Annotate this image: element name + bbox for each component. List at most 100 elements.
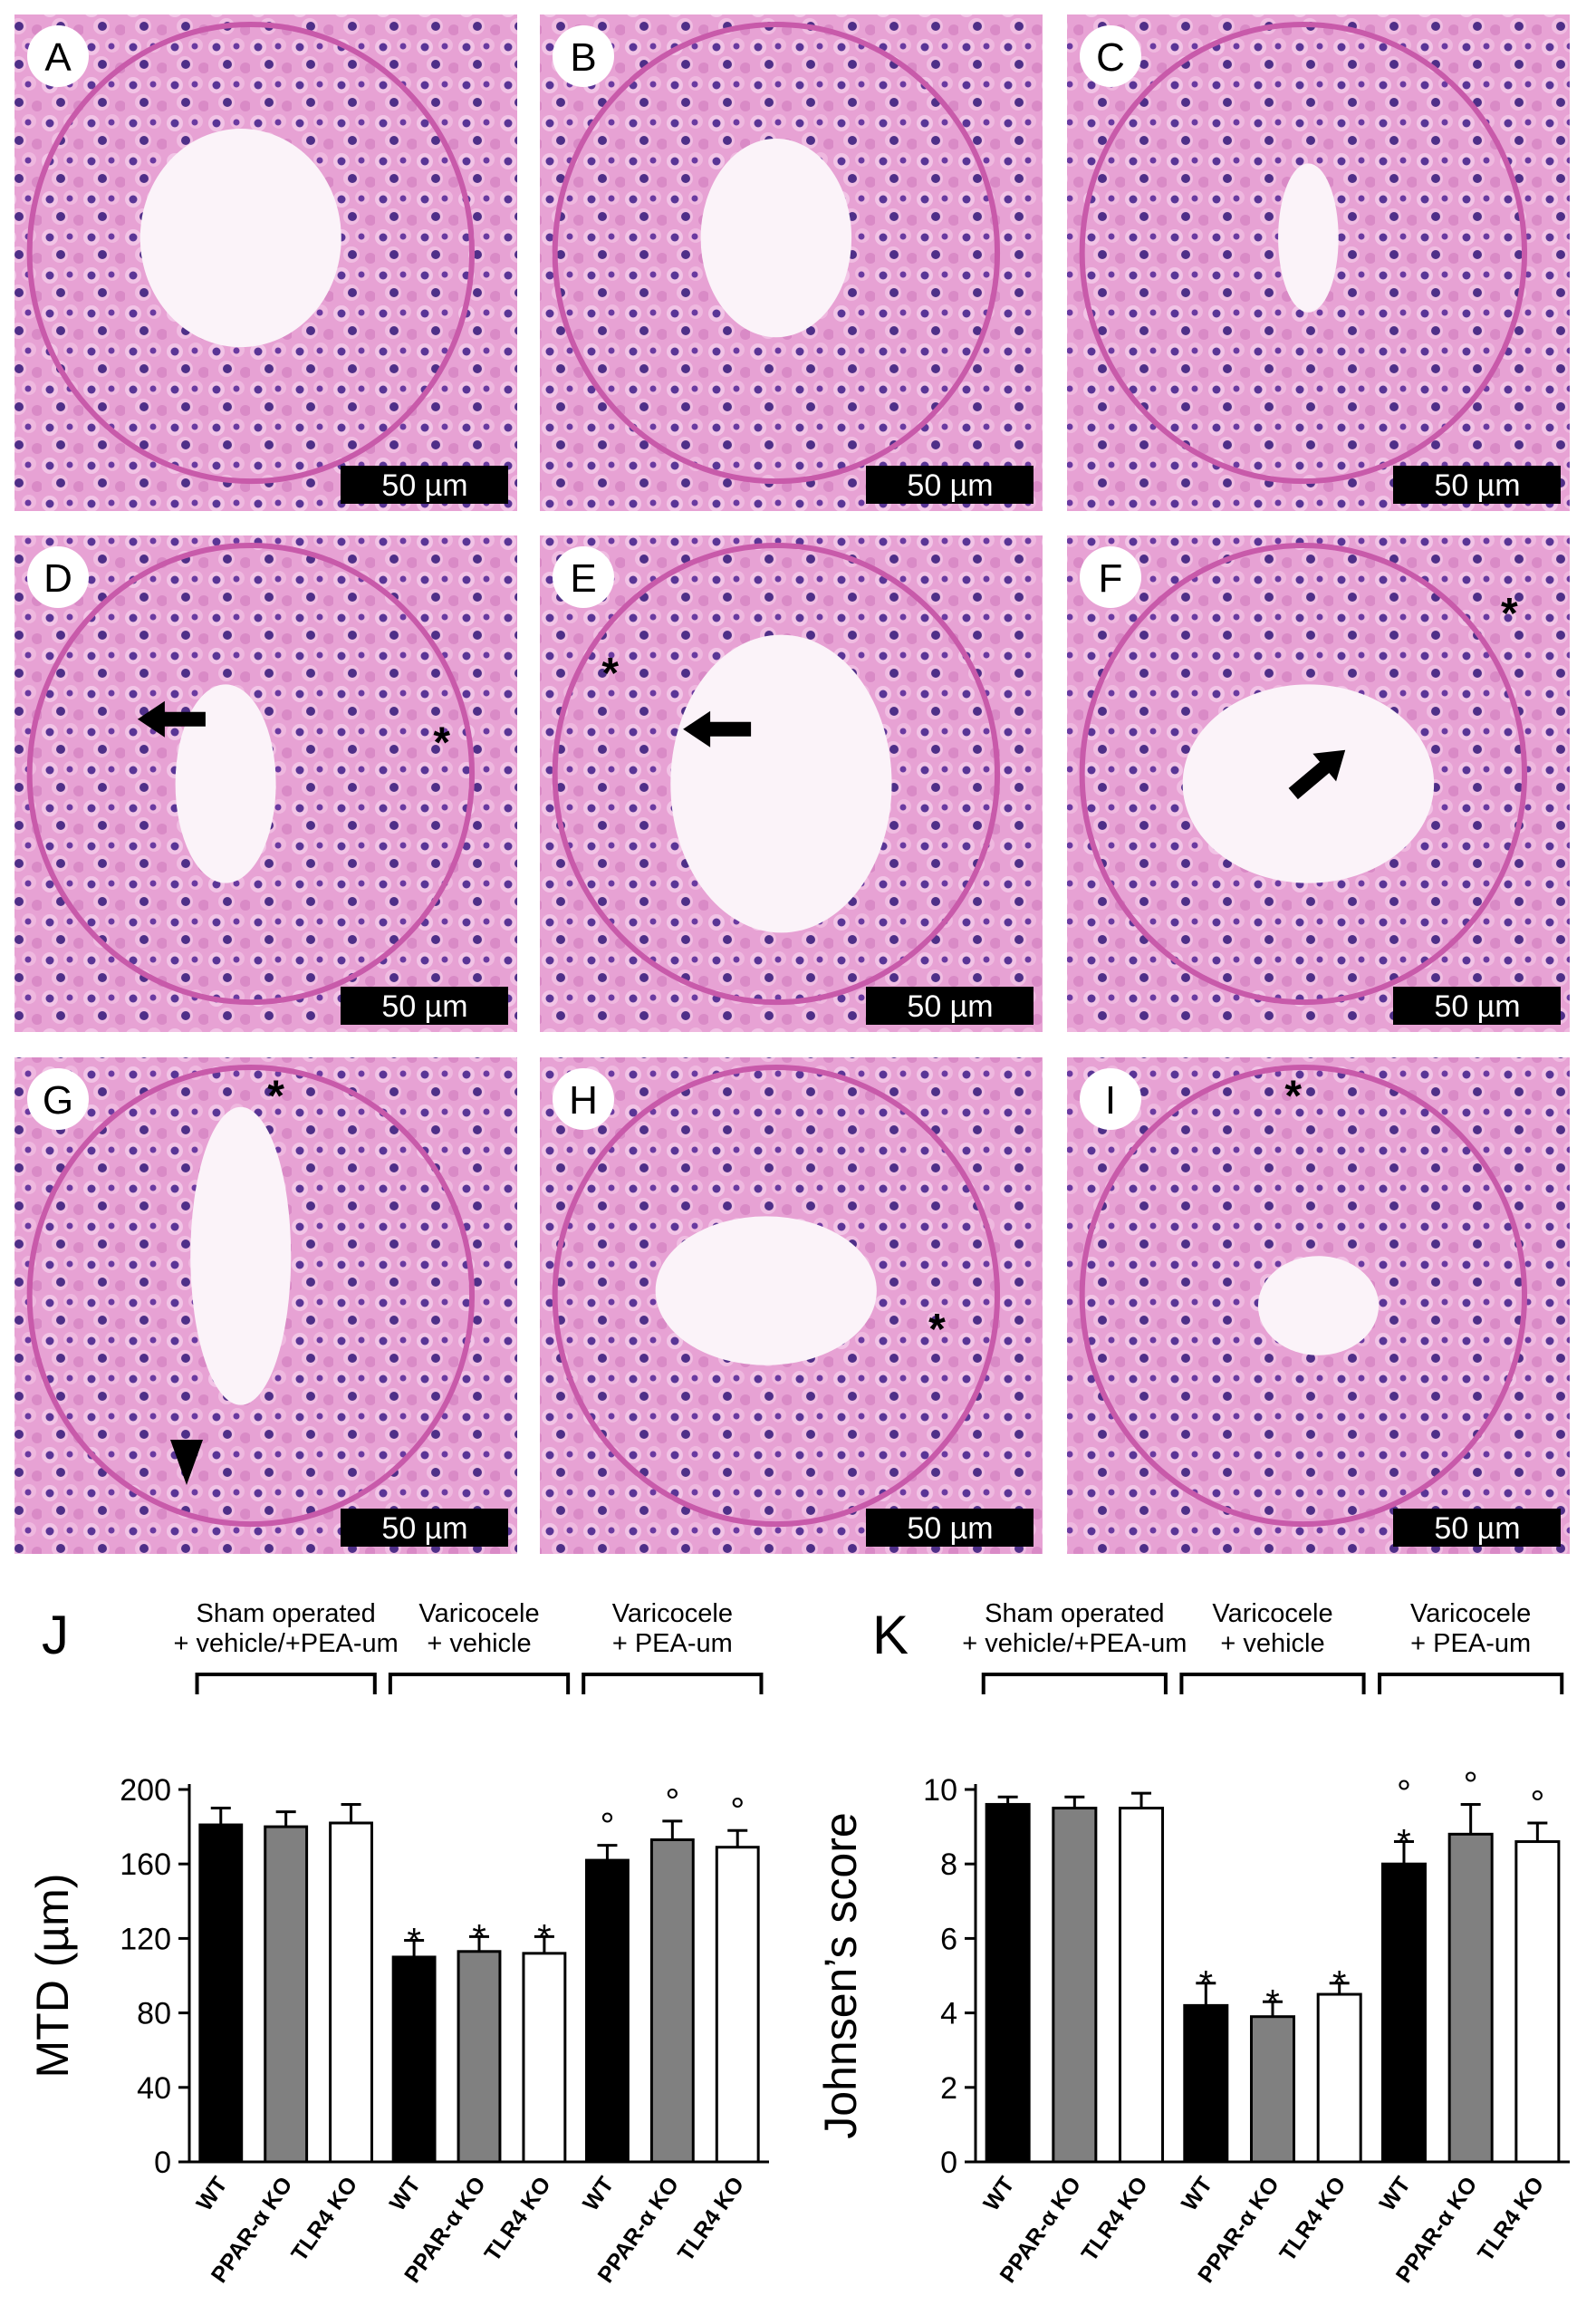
micrograph-panel: A 50 µm bbox=[14, 14, 517, 511]
bar bbox=[457, 1950, 502, 2164]
panel-letter: D bbox=[43, 556, 72, 601]
y-tick-label: 40 bbox=[137, 2071, 171, 2106]
tubule-outline bbox=[1079, 21, 1528, 485]
tubule-lumen bbox=[139, 129, 341, 348]
y-tick-label: 0 bbox=[154, 2146, 171, 2180]
error-bar bbox=[1329, 1982, 1350, 1995]
x-tick-label: TLR4 KO bbox=[1077, 2172, 1153, 2266]
tubule-lumen bbox=[670, 634, 892, 933]
bar bbox=[522, 1952, 567, 2164]
scale-bar-label: 50 µm bbox=[1434, 989, 1520, 1024]
bar bbox=[985, 1802, 1031, 2164]
group-label: + PEA-um bbox=[1410, 1629, 1531, 1658]
bar bbox=[1447, 1832, 1494, 2164]
panel-letter: A bbox=[44, 35, 72, 80]
arrow bbox=[137, 700, 206, 738]
significance-marker: * bbox=[537, 1917, 552, 1957]
bar bbox=[1052, 1807, 1098, 2164]
bar bbox=[198, 1823, 244, 2164]
y-tick-label: 2 bbox=[940, 2071, 957, 2106]
error-bar bbox=[1393, 1840, 1414, 1865]
panel-letter-badge bbox=[553, 25, 614, 87]
error-bar bbox=[210, 1807, 231, 1826]
group-label: Varicocele bbox=[418, 1599, 539, 1628]
significance-marker: ° bbox=[665, 1782, 679, 1822]
panel-letter-badge bbox=[1080, 1068, 1141, 1130]
bar bbox=[264, 1825, 309, 2164]
bar bbox=[1380, 1862, 1427, 2164]
panel-letter: G bbox=[43, 1078, 73, 1123]
scale-bar bbox=[866, 466, 1034, 504]
micrograph-panel: D 50 µm * bbox=[14, 535, 517, 1032]
arrowhead bbox=[170, 1440, 203, 1485]
significance-marker: * bbox=[472, 1917, 486, 1957]
error-bar bbox=[1064, 1795, 1085, 1809]
group-label: + vehicle/+PEA-um bbox=[174, 1629, 399, 1658]
micrograph-panel: E 50 µm * bbox=[540, 535, 1043, 1032]
tubule-outline bbox=[552, 1064, 1001, 1528]
scale-bar-label: 50 µm bbox=[381, 1511, 467, 1546]
y-tick-label: 6 bbox=[940, 1922, 957, 1956]
panel-letter: I bbox=[1105, 1078, 1116, 1123]
tubule-lumen bbox=[700, 139, 852, 338]
micrograph-panel: H 50 µm * bbox=[540, 1057, 1043, 1554]
error-bar bbox=[1131, 1791, 1152, 1809]
error-bar bbox=[534, 1934, 554, 1953]
error-bar bbox=[341, 1802, 361, 1823]
group-label: Varicocele bbox=[612, 1599, 733, 1628]
scale-bar-label: 50 µm bbox=[907, 989, 993, 1024]
group-bracket bbox=[1378, 1673, 1564, 1694]
error-bar bbox=[1263, 2000, 1283, 2017]
group-bracket bbox=[1179, 1673, 1366, 1694]
tubule-lumen bbox=[655, 1216, 877, 1365]
x-tick-label: WT bbox=[1375, 2172, 1416, 2215]
tubule-outline bbox=[26, 542, 476, 1006]
significance-marker: * bbox=[1199, 1964, 1214, 2004]
scale-bar bbox=[341, 466, 508, 504]
y-tick-label: 10 bbox=[923, 1773, 957, 1808]
y-tick-label: 120 bbox=[120, 1922, 171, 1956]
panel-letter: K bbox=[872, 1605, 909, 1665]
panel-letter-badge bbox=[27, 25, 89, 87]
panel-letter-badge bbox=[553, 546, 614, 608]
tubule-outline bbox=[1079, 542, 1528, 1006]
y-tick-label: 0 bbox=[940, 2146, 957, 2180]
scale-bar bbox=[1393, 1509, 1561, 1547]
tubule-lumen bbox=[190, 1106, 292, 1405]
bar bbox=[1183, 2003, 1229, 2164]
group-label: + vehicle/+PEA-um bbox=[962, 1629, 1187, 1658]
y-axis-label: Johnsen’s score bbox=[815, 1812, 866, 2138]
bar bbox=[715, 1846, 760, 2164]
bar bbox=[1249, 2015, 1296, 2164]
group-label: Sham operated bbox=[197, 1599, 376, 1628]
bar bbox=[1119, 1807, 1165, 2164]
x-tick-label: WT bbox=[385, 2172, 426, 2215]
bar bbox=[391, 1955, 437, 2164]
group-label: Varicocele bbox=[1212, 1599, 1332, 1628]
scale-bar-label: 50 µm bbox=[907, 468, 993, 503]
asterisk-annotation: * bbox=[267, 1072, 284, 1120]
panel-letter-badge bbox=[27, 546, 89, 608]
micrograph-panel: B 50 µm bbox=[540, 14, 1043, 511]
error-bar bbox=[1527, 1821, 1548, 1842]
error-bar bbox=[275, 1810, 296, 1828]
arrow bbox=[683, 710, 752, 748]
significance-marker: ° bbox=[1397, 1774, 1411, 1814]
group-bracket bbox=[981, 1673, 1168, 1694]
bar bbox=[329, 1821, 373, 2164]
group-label: Sham operated bbox=[985, 1599, 1164, 1628]
significance-marker: * bbox=[1332, 1964, 1347, 2004]
tubule-outline bbox=[26, 1064, 476, 1528]
scale-bar bbox=[341, 1509, 508, 1547]
group-bracket bbox=[195, 1673, 377, 1694]
error-bar bbox=[597, 1844, 618, 1861]
scale-bar-label: 50 µm bbox=[381, 989, 467, 1024]
tubule-lumen bbox=[1278, 163, 1339, 313]
micrograph-panel: C 50 µm bbox=[1067, 14, 1570, 511]
scale-bar bbox=[866, 987, 1034, 1025]
panel-letter: B bbox=[570, 35, 596, 80]
asterisk-annotation: * bbox=[1284, 1072, 1302, 1120]
x-tick-label: TLR4 KO bbox=[1274, 2172, 1351, 2266]
tubule-outline bbox=[552, 542, 1001, 1006]
